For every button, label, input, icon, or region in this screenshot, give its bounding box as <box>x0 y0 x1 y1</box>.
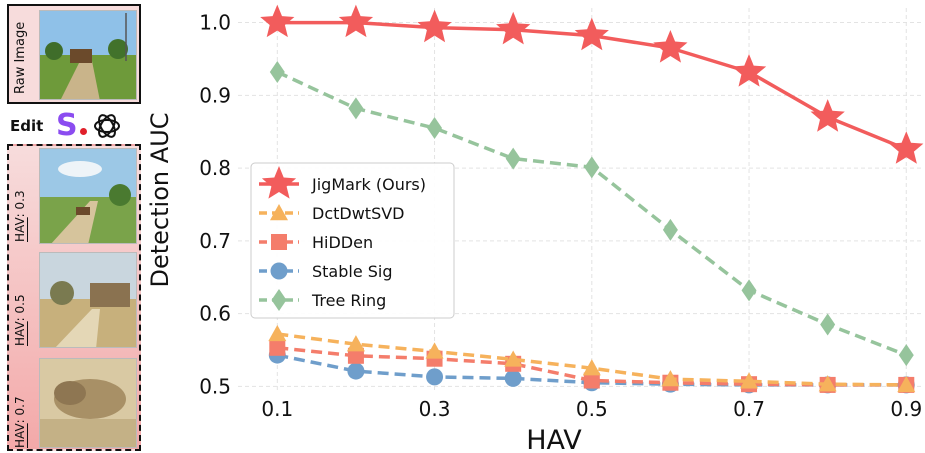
legend-label: JigMark (Ours) <box>311 175 426 194</box>
y-tick-label: 0.9 <box>199 83 231 107</box>
edited-image-hav-05 <box>39 252 137 348</box>
series-lines <box>260 4 924 394</box>
series-jigmark-ours <box>260 4 924 164</box>
data-point-stable-sig <box>426 368 444 386</box>
openai-logo-icon <box>94 114 120 138</box>
edited-picture-hav-03 <box>40 149 136 243</box>
legend-marker <box>270 204 288 221</box>
legend-label: HiDDen <box>312 233 373 252</box>
x-tick-label: 0.9 <box>890 397 922 421</box>
data-point-dctdwtsvd <box>425 342 444 359</box>
raw-image-picture <box>40 11 136 99</box>
data-point-jigmark-ours <box>496 11 531 45</box>
x-tick-label: 0.1 <box>261 397 293 421</box>
data-point-dctdwtsvd <box>740 372 759 389</box>
x-axis-label: HAV <box>526 425 582 453</box>
y-tick-label: 0.5 <box>199 374 231 398</box>
y-tick-label: 1.0 <box>199 11 231 35</box>
legend-label: DctDwtSVD <box>312 204 405 223</box>
data-point-stable-sig <box>504 369 522 387</box>
y-tick-label: 0.8 <box>199 156 231 180</box>
edited-image-hav-03 <box>39 148 137 244</box>
legend-item-jigmark-ours: JigMark (Ours) <box>259 166 426 199</box>
edited-images-box: HAV: 0.3 HAV: 0.5 <box>7 144 141 451</box>
red-dot-icon <box>80 128 87 135</box>
legend-marker <box>270 262 288 280</box>
data-point-dctdwtsvd <box>504 350 523 367</box>
s-logo-icon: S <box>56 108 78 143</box>
data-point-tree-ring <box>662 218 678 241</box>
data-point-tree-ring <box>820 313 836 336</box>
y-tick-label: 0.6 <box>199 302 231 326</box>
data-point-tree-ring <box>427 117 443 140</box>
edited-picture-hav-07 <box>40 359 136 447</box>
data-point-dctdwtsvd <box>818 375 837 392</box>
data-point-jigmark-ours <box>731 54 767 87</box>
data-point-tree-ring <box>348 97 364 120</box>
x-tick-label: 0.7 <box>733 397 765 421</box>
data-point-hidden <box>583 372 600 389</box>
data-point-jigmark-ours <box>810 99 845 132</box>
axis-ticks: 0.5 0.6 0.7 0.8 0.9 1.0 0.1 0.3 0.5 0.7 0.9 <box>199 11 922 421</box>
series-tree-ring <box>269 61 914 367</box>
x-tick-label: 0.3 <box>419 397 451 421</box>
legend-marker <box>271 289 287 311</box>
raw-image-box: Raw Image <box>7 4 141 104</box>
raw-image-thumbnail <box>39 10 137 100</box>
legend-label: Stable Sig <box>312 262 393 281</box>
example-images-panel: Raw Image Edit S <box>0 0 150 453</box>
edit-row: Edit S <box>7 106 141 144</box>
legend-item-hidden: HiDDen <box>259 233 373 252</box>
data-point-hidden <box>269 339 286 356</box>
data-point-stable-sig <box>347 362 365 380</box>
y-axis-label: Detection AUC <box>146 113 174 288</box>
legend-marker <box>271 234 287 250</box>
edited-image-hav-07 <box>39 358 137 448</box>
data-point-dctdwtsvd <box>897 375 916 393</box>
edit-label: Edit <box>10 117 44 135</box>
data-point-jigmark-ours <box>417 9 452 43</box>
legend-item-tree-ring: Tree Ring <box>259 289 386 311</box>
legend-frame <box>250 162 455 319</box>
legend-item-stable-sig: Stable Sig <box>259 262 393 281</box>
y-tick-label: 0.7 <box>199 229 231 253</box>
legend: JigMark (Ours) DctDwtSVD HiDDen Stable Sig T… <box>250 162 455 319</box>
legend-marker <box>261 166 297 199</box>
data-point-hidden <box>347 347 364 364</box>
legend-item-dctdwtsvd: DctDwtSVD <box>259 204 405 223</box>
x-tick-label: 0.5 <box>576 397 608 421</box>
data-point-dctdwtsvd <box>582 359 601 376</box>
data-point-jigmark-ours <box>260 4 295 38</box>
data-point-tree-ring <box>898 344 914 367</box>
data-point-tree-ring <box>584 156 600 179</box>
legend-label: Tree Ring <box>311 291 386 310</box>
series-dctdwtsvd <box>268 324 916 393</box>
data-point-jigmark-ours <box>574 17 609 51</box>
data-point-dctdwtsvd <box>661 370 680 387</box>
data-point-dctdwtsvd <box>268 324 287 342</box>
data-point-jigmark-ours <box>338 4 374 38</box>
data-point-tree-ring <box>741 279 757 302</box>
data-point-tree-ring <box>269 61 285 84</box>
data-point-tree-ring <box>505 147 521 170</box>
data-point-dctdwtsvd <box>346 335 365 352</box>
data-point-jigmark-ours <box>889 131 924 164</box>
edited-picture-hav-05 <box>40 253 136 347</box>
data-point-jigmark-ours <box>653 30 688 63</box>
